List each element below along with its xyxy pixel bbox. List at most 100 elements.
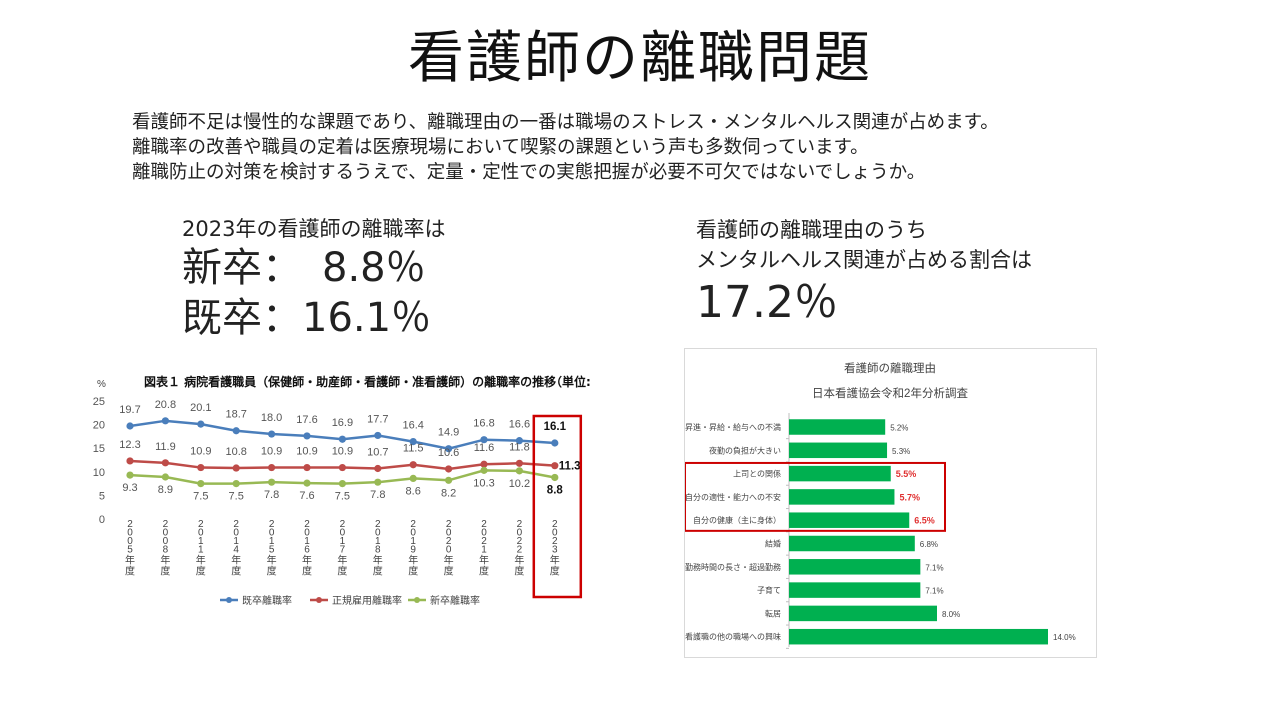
x-tick-label: 2 0 2 3 年度 <box>550 519 560 578</box>
bar-value-label: 5.7% <box>899 492 920 502</box>
data-label: 16.1 <box>544 421 567 433</box>
bar-value-label: 14.0% <box>1053 633 1076 642</box>
data-point <box>161 459 169 467</box>
data-label: 7.8 <box>370 489 385 501</box>
data-label: 8.9 <box>158 484 173 496</box>
data-label: 10.2 <box>509 478 530 490</box>
y-tick-label: 5 <box>99 490 105 502</box>
data-label: 16.9 <box>332 417 353 429</box>
mental-health-stat: 看護師の離職理由のうち メンタルヘルス関連が占める割合は 17.2％ <box>696 215 1032 331</box>
bar <box>789 535 915 552</box>
data-label: 11.8 <box>509 441 530 453</box>
data-label: 12.3 <box>119 439 140 451</box>
data-label: 10.8 <box>225 446 246 458</box>
data-point <box>232 427 240 435</box>
x-tick-label: 2 0 0 8 年度 <box>160 519 170 578</box>
bar-value-label: 7.1% <box>925 587 943 596</box>
data-point <box>551 473 559 482</box>
data-point <box>126 457 134 465</box>
data-label: 10.9 <box>296 446 317 458</box>
data-label: 19.7 <box>119 404 140 416</box>
bar-value-label: 7.1% <box>925 563 943 572</box>
intro-text: 看護師不足は慢性的な課題であり、離職理由の一番は職場のストレス・メンタルヘルス関… <box>132 110 1172 185</box>
legend-label: 新卒離職率 <box>430 594 480 607</box>
data-point <box>515 459 523 467</box>
data-point <box>445 476 453 484</box>
reasons-bar-chart: 看護師の離職理由 日本看護協会令和2年分析調査 昇進・昇給・給与への不満 5.2% 夜勤… <box>684 348 1097 658</box>
bar <box>789 512 910 528</box>
x-tick-label: 2 0 1 5 年度 <box>267 519 277 578</box>
data-point <box>409 474 417 483</box>
bar <box>789 582 921 598</box>
line-chart-unit: （単位: <box>550 375 591 389</box>
bar-category-label: 夜勤の負担が大きい <box>709 445 781 455</box>
data-point <box>338 435 346 443</box>
data-point <box>197 463 205 472</box>
data-label: 18.7 <box>225 409 246 421</box>
data-point <box>409 461 417 469</box>
intro-line-1: 看護師不足は慢性的な課題であり、離職理由の一番は職場のストレス・メンタルヘルス関… <box>132 112 999 133</box>
data-point <box>303 479 311 487</box>
bar-value-label: 6.5% <box>914 516 935 526</box>
data-point <box>268 430 276 438</box>
data-point <box>338 480 346 488</box>
data-point <box>480 460 488 468</box>
bar-category-label: 子育て <box>757 585 781 595</box>
data-label: 10.9 <box>332 446 353 458</box>
data-label: 17.7 <box>367 413 388 425</box>
data-point <box>551 462 559 470</box>
mental-health-share: 17.2％ <box>696 277 838 328</box>
y-tick-label: 0 <box>99 514 105 526</box>
data-point <box>232 480 240 488</box>
y-tick-label: 10 <box>93 467 105 479</box>
bar <box>789 419 886 435</box>
data-point <box>161 417 169 425</box>
x-tick-label: 2 0 1 9 年度 <box>408 519 418 578</box>
x-tick-label: 2 0 2 1 年度 <box>479 519 489 578</box>
data-label: 16.4 <box>402 420 423 432</box>
y-axis-unit: % <box>97 379 106 390</box>
bar-category-label: 勤務時間の長さ・超過勤務 <box>685 562 781 572</box>
data-label: 8.8 <box>547 484 564 496</box>
data-label: 8.2 <box>441 487 456 499</box>
data-point <box>480 466 488 474</box>
data-label: 10.7 <box>367 446 388 458</box>
highlight-box <box>684 461 946 532</box>
x-tick-label: 2 0 2 0 年度 <box>444 519 454 578</box>
data-label: 14.9 <box>438 427 459 439</box>
data-label: 17.6 <box>296 414 317 426</box>
bar <box>789 628 1048 645</box>
intro-line-2: 離職率の改善や職員の定着は医療現場において喫緊の課題という声も多数伺っています。 <box>132 137 869 158</box>
bar-value-label: 5.5% <box>896 469 917 479</box>
data-point <box>374 431 382 440</box>
mental-health-caption-2: メンタルヘルス関連が占める割合は <box>696 248 1032 272</box>
y-tick-label: 15 <box>93 443 105 455</box>
data-point <box>161 473 169 481</box>
data-point <box>303 432 311 440</box>
legend-label: 正規雇用離職率 <box>332 594 402 607</box>
data-point <box>515 437 523 445</box>
x-tick-label: 2 0 1 1 年度 <box>196 519 206 578</box>
turnover-line-chart: % 0 5 10 15 20 25 2 0 0 5 年度 2 0 0 8 年度 2 0 1 1 年度 2 0 1 4 年度 2 0 1 5 年… <box>93 379 583 607</box>
bar-category-label: 看護職の他の職場への興味 <box>685 632 781 642</box>
data-label: 20.1 <box>190 402 211 414</box>
experienced-rate: 既卒：16.1％ <box>182 295 432 341</box>
x-tick-label: 2 0 2 2 年度 <box>514 519 524 578</box>
data-point <box>480 436 488 444</box>
data-point <box>551 439 559 447</box>
data-point <box>303 463 311 472</box>
legend-marker <box>316 597 322 603</box>
data-label: 7.5 <box>193 491 208 503</box>
data-point <box>409 437 417 446</box>
bar-value-label: 5.2% <box>890 424 908 433</box>
bar <box>789 442 888 459</box>
bar-chart-title: 看護師の離職理由 <box>844 361 936 375</box>
turnover-rate-stat: 2023年の看護師の離職率は 新卒： 8.8％ 既卒：16.1％ <box>182 215 445 343</box>
data-point <box>445 445 453 453</box>
data-label: 10.9 <box>261 446 282 458</box>
data-label: 10.3 <box>473 477 494 489</box>
data-label: 11.5 <box>403 443 424 455</box>
data-label: 16.6 <box>509 419 530 431</box>
bar <box>789 465 891 482</box>
